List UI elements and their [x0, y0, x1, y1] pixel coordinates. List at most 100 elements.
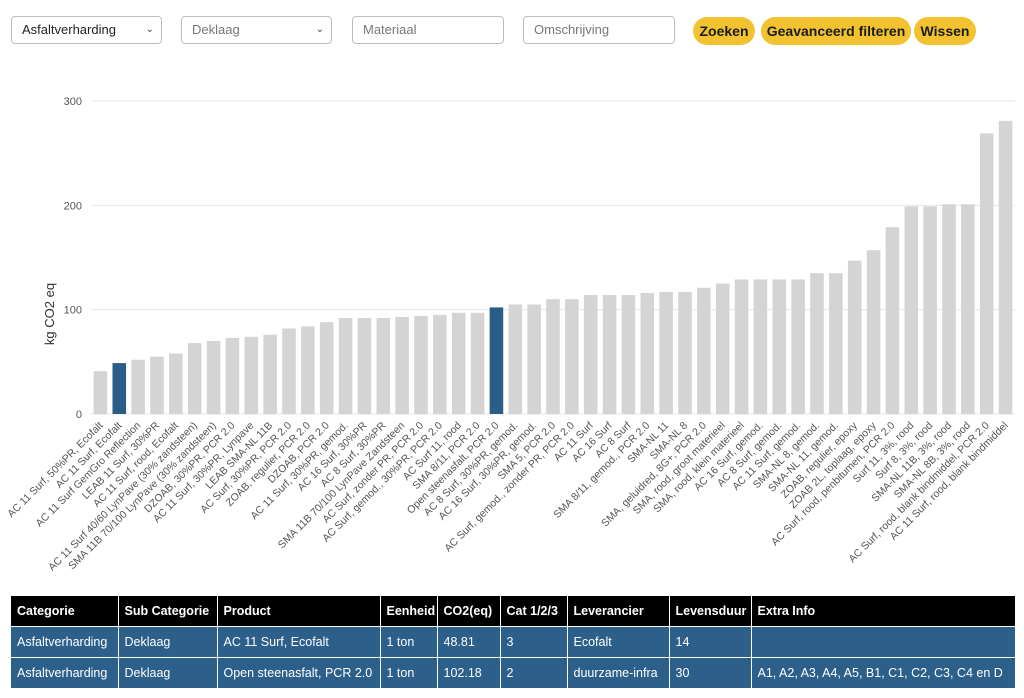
y-axis-ticks: 0 100 200 300 [64, 96, 82, 421]
table-cell: 48.81 [437, 626, 501, 658]
y-axis-label: kg CO2 eq [42, 283, 57, 345]
bar[interactable] [998, 120, 1013, 414]
bar[interactable] [112, 363, 127, 414]
table-cell: A1, A2, A3, A4, A5, B1, C1, C2, C3, C4 e… [751, 657, 1015, 688]
table-cell: 1 ton [380, 657, 438, 688]
bar[interactable] [678, 291, 692, 414]
y-tick-label: 0 [76, 409, 82, 421]
bar[interactable] [659, 291, 673, 414]
table-cell [751, 626, 1015, 658]
table-row[interactable]: Asfaltverharding Deklaag Open steenasfal… [11, 657, 1015, 688]
bar[interactable] [470, 312, 485, 414]
bar[interactable] [866, 250, 881, 414]
bar[interactable] [904, 206, 919, 414]
y-tick-label: 300 [64, 96, 82, 108]
bar[interactable] [829, 273, 843, 414]
bar[interactable] [697, 287, 711, 414]
material-input[interactable]: Materiaal [352, 16, 504, 44]
bars [93, 120, 1013, 415]
bar[interactable] [150, 356, 164, 414]
table-cell: 14 [669, 626, 752, 658]
table-cell: Asfaltverharding [11, 626, 119, 658]
table-cell: Open steenasfalt, PCR 2.0 [217, 657, 381, 688]
y-tick-label: 200 [64, 200, 82, 212]
column-header: Extra Info [751, 596, 1015, 627]
advanced-filter-button[interactable]: Geavanceerd filteren [761, 17, 911, 45]
table-cell: Asfaltverharding [11, 657, 119, 688]
table-header-row: Categorie Sub Categorie Product Eenheid … [11, 596, 1015, 627]
table-cell: 1 ton [380, 626, 438, 658]
column-header: Product [217, 596, 381, 627]
bar[interactable] [961, 204, 975, 414]
bar[interactable] [979, 133, 994, 415]
description-placeholder: Omschrijving [534, 22, 610, 37]
results-table: Categorie Sub Categorie Product Eenheid … [11, 596, 1015, 688]
table-cell: 3 [500, 626, 568, 658]
bar[interactable] [338, 318, 353, 414]
bar[interactable] [414, 315, 428, 414]
bar[interactable] [225, 337, 240, 414]
table-cell: 102.18 [437, 657, 501, 688]
table-row[interactable]: Asfaltverharding Deklaag AC 11 Surf, Eco… [11, 626, 1015, 658]
bar[interactable] [810, 273, 824, 414]
bar[interactable] [282, 328, 296, 414]
column-header: Cat 1/2/3 [500, 596, 568, 627]
bar[interactable] [301, 326, 315, 414]
bar[interactable] [791, 279, 805, 414]
material-placeholder: Materiaal [363, 22, 417, 37]
chevron-down-icon: ⌄ [315, 24, 324, 35]
category-select-value: Asfaltverharding [22, 22, 116, 37]
category-select[interactable]: Asfaltverharding ⌄ [11, 16, 162, 44]
bar[interactable] [169, 353, 183, 414]
table-cell: duurzame-infra [567, 657, 670, 688]
bar[interactable] [847, 260, 862, 414]
bar[interactable] [376, 318, 391, 414]
bar[interactable] [942, 204, 956, 414]
chevron-down-icon: ⌄ [145, 24, 154, 35]
description-input[interactable]: Omschrijving [523, 16, 675, 44]
table-cell: Ecofalt [567, 626, 670, 658]
subcategory-select[interactable]: Deklaag ⌄ [181, 16, 332, 44]
bar[interactable] [923, 206, 937, 414]
bar[interactable] [131, 359, 145, 414]
table-cell: 30 [669, 657, 752, 688]
search-button[interactable]: Zoeken [693, 17, 755, 45]
bar[interactable] [206, 340, 221, 414]
bar[interactable] [263, 334, 277, 414]
subcategory-select-value: Deklaag [192, 22, 240, 37]
column-header: Eenheid [380, 596, 438, 627]
bar[interactable] [772, 279, 787, 414]
bar[interactable] [885, 227, 900, 414]
column-header: Leverancier [567, 596, 670, 627]
bar[interactable] [583, 295, 598, 414]
bar[interactable] [357, 318, 372, 414]
bar[interactable] [433, 314, 447, 414]
bar[interactable] [508, 304, 523, 414]
column-header: Sub Categorie [118, 596, 218, 627]
bar[interactable] [715, 283, 730, 414]
clear-button[interactable]: Wissen [914, 17, 976, 45]
bar[interactable] [451, 312, 466, 414]
y-tick-label: 100 [64, 305, 82, 317]
bar[interactable] [395, 316, 409, 414]
co2-bar-chart: kg CO2 eq 0 100 200 300 AC 11 Surf, 50%PR, … [5, 96, 1015, 573]
table-cell: 2 [500, 657, 568, 688]
bar[interactable] [489, 307, 504, 414]
bar[interactable] [602, 295, 617, 414]
column-header: Categorie [11, 596, 119, 627]
bar[interactable] [187, 343, 202, 414]
bar[interactable] [527, 304, 541, 414]
bar[interactable] [621, 295, 636, 414]
bar[interactable] [546, 299, 560, 414]
table-cell: AC 11 Surf, Ecofalt [217, 626, 381, 658]
bar[interactable] [753, 279, 768, 414]
bar[interactable] [640, 292, 655, 414]
column-header: CO2(eq) [437, 596, 501, 627]
bar[interactable] [93, 371, 108, 414]
table-cell: Deklaag [118, 657, 218, 688]
bar[interactable] [244, 336, 259, 414]
bar[interactable] [319, 322, 334, 414]
bar[interactable] [734, 279, 749, 414]
bar[interactable] [565, 299, 579, 414]
